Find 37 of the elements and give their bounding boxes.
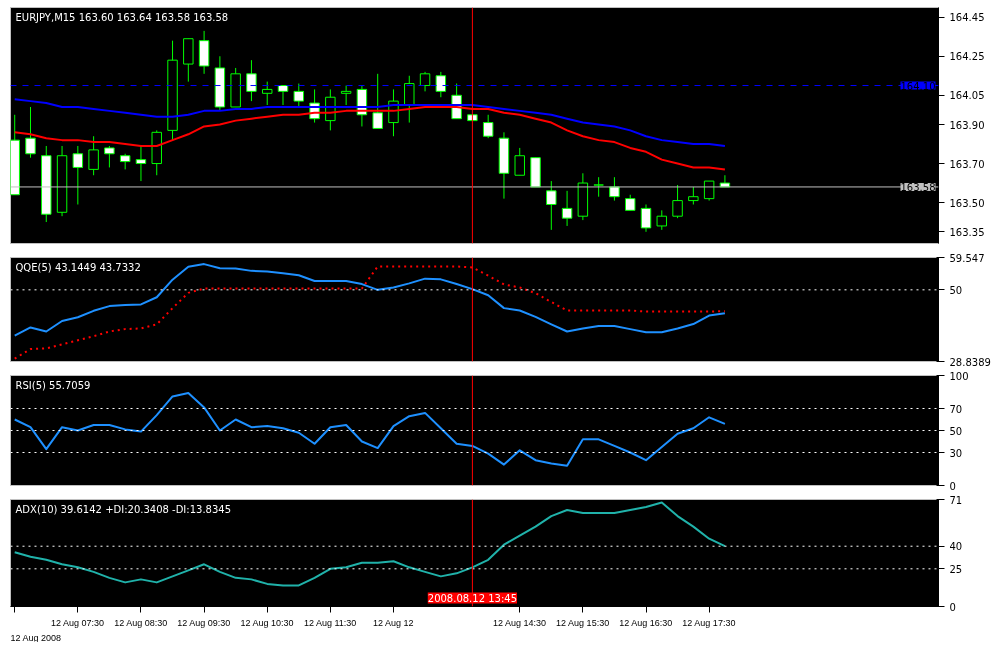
- chart-title: QQE(5) 43.1449 43.7332: [15, 261, 141, 273]
- x-tick-label: 12 Aug 11:30: [303, 617, 357, 628]
- y-tick-label: 0: [949, 480, 956, 492]
- x-tick-label: 12 Aug 12: [372, 617, 414, 628]
- text: 12 Aug 2008: [10, 632, 62, 643]
- y-tick-label: 163.90: [949, 119, 985, 131]
- x-tick-label: 12 Aug 10:30: [240, 617, 294, 628]
- y-tick-label: 25: [949, 563, 963, 575]
- y-tick-label: 164.25: [949, 51, 985, 63]
- x-tick-label: 12 Aug 07:30: [51, 617, 105, 628]
- y-tick-label: 59.547: [949, 252, 985, 264]
- ref-line-label: 2008.08.12 13:45: [427, 592, 518, 604]
- x-tick-label: 12 Aug 09:30: [177, 617, 231, 628]
- y-tick-label: 163.35: [949, 226, 985, 238]
- y-tick-label: 0: [949, 601, 956, 613]
- y-tick-label: 163.70: [949, 158, 985, 170]
- y-tick-label: 30: [949, 447, 963, 459]
- y-tick-label: 70: [949, 403, 963, 415]
- x-tick-label: 12 Aug 14:30: [492, 617, 547, 628]
- chart-title: RSI(5) 55.7059: [15, 379, 91, 391]
- ref-line-label: 163.58: [900, 181, 936, 193]
- y-tick-label: 164.05: [949, 90, 985, 102]
- x-tick-label: 12 Aug 15:30: [556, 617, 610, 628]
- y-tick-label: 163.50: [949, 197, 985, 209]
- x-tick-label: 12 Aug 08:30: [114, 617, 168, 628]
- y-tick-label: 71: [949, 494, 963, 506]
- chart-title: EURJPY,M15 163.60 163.64 163.58 163.58: [15, 11, 229, 23]
- y-tick-label: 50: [949, 425, 963, 437]
- x-tick-label: 12 Aug 17:30: [682, 617, 736, 628]
- y-tick-label: 28.8389: [949, 356, 991, 368]
- chart-title: ADX(10) 39.6142 +DI:20.3408 -DI:13.8345: [15, 503, 232, 515]
- y-tick-label: 100: [949, 370, 969, 382]
- y-tick-label: 40: [949, 541, 963, 553]
- y-tick-label: 50: [949, 284, 963, 296]
- y-tick-label: 164.45: [949, 12, 985, 24]
- ref-line-label: 164.10: [900, 80, 936, 92]
- x-tick-label: 12 Aug 16:30: [619, 617, 673, 628]
